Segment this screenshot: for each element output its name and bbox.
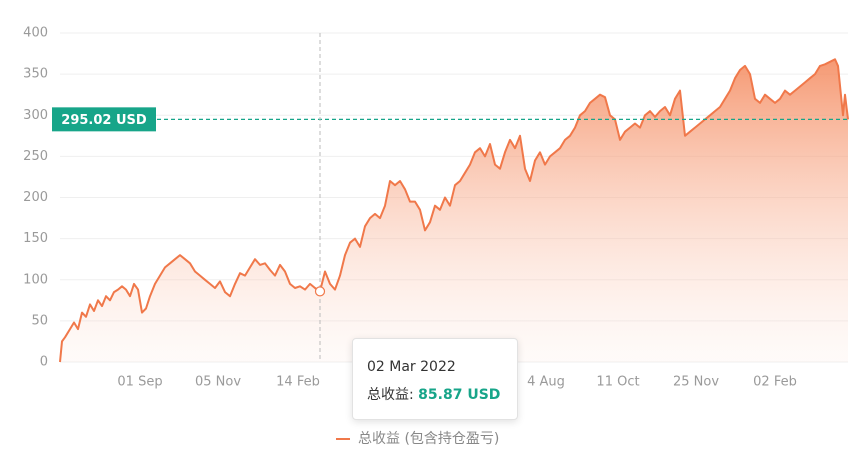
x-tick-label: 02 Feb — [753, 375, 797, 390]
reference-label: 295.02 USD — [61, 113, 147, 128]
y-tick-label: 200 — [23, 190, 48, 205]
y-tick-label: 300 — [23, 108, 48, 123]
tooltip: 02 Mar 2022 总收益: 85.87 USD — [352, 338, 518, 420]
legend: 总收益 (包含持仓盈亏) — [336, 431, 499, 447]
x-tick-label: 4 Aug — [527, 375, 565, 390]
y-tick-label: 150 — [23, 231, 48, 246]
line — [59, 58, 849, 363]
reference-badge — [52, 107, 156, 132]
x-tick-label: 14 Feb — [276, 375, 320, 390]
hover-point — [314, 286, 326, 297]
y-tick-label: 350 — [23, 67, 48, 82]
x-tick-label: 11 Oct — [596, 375, 639, 390]
x-tick-label: 01 Sep — [117, 375, 162, 390]
y-tick-label: 100 — [23, 272, 48, 287]
tooltip-label: 总收益: — [367, 387, 414, 403]
legend-label: 总收益 (包含持仓盈亏) — [358, 431, 499, 447]
x-tick-label: 05 Nov — [195, 375, 241, 390]
tooltip-value: 总收益: 85.87 USD — [367, 381, 503, 409]
tooltip-amount: 85.87 USD — [418, 387, 501, 403]
tooltip-date: 02 Mar 2022 — [367, 359, 456, 375]
x-tick-label: 25 Nov — [673, 375, 719, 390]
y-tick-label: 250 — [23, 149, 48, 164]
y-tick-label: 400 — [23, 26, 48, 41]
y-tick-label: 0 — [40, 355, 48, 370]
area — [60, 59, 848, 363]
y-tick-label: 50 — [31, 313, 48, 328]
